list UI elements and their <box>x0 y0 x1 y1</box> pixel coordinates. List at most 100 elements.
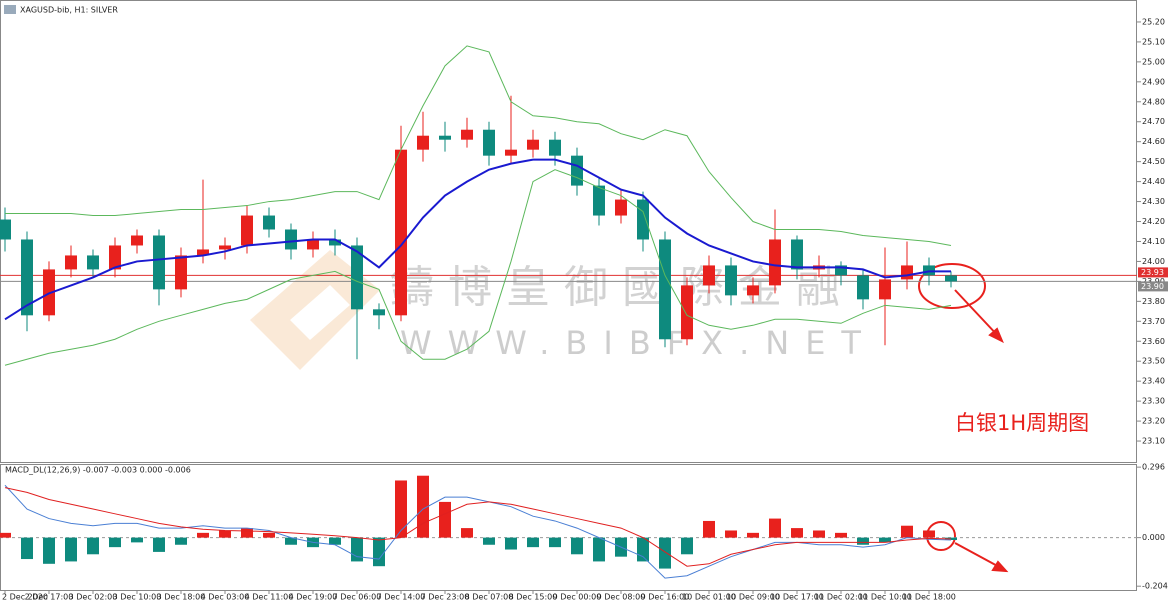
candle-body <box>637 199 649 240</box>
y-tick-label: 24.50 <box>1142 157 1165 166</box>
y-tick-label: 23.40 <box>1142 377 1165 386</box>
line <box>5 45 952 246</box>
candle-body <box>329 239 341 246</box>
x-tick-label: 10 Dec 01:00 <box>682 593 736 602</box>
histogram-bar <box>747 532 759 538</box>
candle-body <box>901 265 913 280</box>
candle-body <box>769 239 781 286</box>
x-tick-label: 11 Dec 10:00 <box>858 593 912 602</box>
y-tick-label: 0.000 <box>1142 533 1165 542</box>
histogram-bar <box>483 537 495 545</box>
x-tick-label: 3 Dec 02:00 <box>69 593 118 602</box>
macd-panel <box>0 464 1137 591</box>
y-tick-label: 24.10 <box>1142 237 1165 246</box>
x-tick-label: 10 Dec 09:00 <box>726 593 780 602</box>
x-tick-label: 2 Dec 2020 <box>2 593 48 602</box>
y-tick-label: 24.30 <box>1142 197 1165 206</box>
histogram-bar <box>813 530 825 538</box>
histogram-bar <box>21 537 33 560</box>
y-tick-label: 25.10 <box>1142 37 1165 46</box>
macd-title: MACD_DL(12,26,9) -0.007 -0.003 0.000 -0.… <box>5 466 191 475</box>
candle-body <box>109 245 121 270</box>
histogram-bar <box>43 537 55 564</box>
x-tick-label: 9 Dec 08:00 <box>597 593 646 602</box>
histogram-bar <box>659 537 671 569</box>
line <box>4 158 951 321</box>
candle-body <box>527 139 539 150</box>
histogram-bar <box>395 480 407 538</box>
histogram-bar <box>901 525 913 538</box>
chart-title: XAGUSD-bib, H1: SILVER <box>20 6 118 15</box>
candle-body <box>593 185 605 216</box>
histogram-bar <box>241 528 253 538</box>
candle-body <box>21 239 33 316</box>
histogram-bar <box>285 537 297 545</box>
candle-body <box>571 155 583 186</box>
x-tick-label: 9 Dec 00:00 <box>553 593 602 602</box>
y-tick-label: 23.30 <box>1142 397 1165 406</box>
candle-body <box>373 309 385 316</box>
candle-body <box>879 279 891 300</box>
histogram-bar <box>263 532 275 538</box>
candle-body <box>725 265 737 296</box>
watermark-logo <box>250 250 380 370</box>
candle-body <box>219 245 231 250</box>
histogram-bar <box>505 537 517 550</box>
candle-body <box>417 135 429 150</box>
candle-body <box>351 245 363 310</box>
candle-body <box>615 199 627 216</box>
y-tick-label: 24.20 <box>1142 217 1165 226</box>
candle-body <box>263 215 275 230</box>
x-tick-label: 11 Dec 18:00 <box>902 593 956 602</box>
candle-body <box>703 265 715 286</box>
x-tick-label: 7 Dec 23:00 <box>421 593 470 602</box>
candle-body <box>65 255 77 270</box>
x-tick-label: 4 Dec 19:00 <box>289 593 338 602</box>
y-tick-label: 24.80 <box>1142 97 1165 106</box>
histogram-bar <box>219 530 231 538</box>
histogram-bar <box>593 537 605 562</box>
x-tick-label: 7 Dec 06:00 <box>333 593 382 602</box>
y-tick-label: 23.80 <box>1142 297 1165 306</box>
x-tick-label: 8 Dec 07:00 <box>465 593 514 602</box>
y-tick-label: 24.00 <box>1142 257 1165 266</box>
x-tick-label: 3 Dec 10:00 <box>113 593 162 602</box>
y-tick-label: 23.70 <box>1142 317 1165 326</box>
histogram-bar <box>109 537 121 548</box>
price-tag-label: 23.90 <box>1141 282 1164 291</box>
watermark: WWW.BIBFX.NET <box>400 324 877 362</box>
price-tag <box>1138 281 1168 292</box>
line <box>4 484 952 579</box>
x-tick-label: 11 Dec 02:00 <box>814 593 868 602</box>
histogram-bar <box>637 537 649 562</box>
histogram-bar <box>857 537 869 545</box>
histogram-bar <box>835 532 847 538</box>
histogram-bar <box>87 537 99 555</box>
candle-body <box>153 235 165 290</box>
histogram-bar <box>571 537 583 555</box>
y-tick-label: 23.10 <box>1142 437 1165 446</box>
icon <box>4 5 16 14</box>
watermark: 鑄 博 皇 御 國 際 金 融 <box>390 262 840 313</box>
candle-body <box>857 275 869 300</box>
histogram-bar <box>791 528 803 538</box>
candle-body <box>945 275 957 282</box>
candle-body <box>175 255 187 290</box>
histogram-bar <box>879 537 891 543</box>
candle-body <box>681 285 693 340</box>
candle-body <box>131 235 143 246</box>
candle-body <box>747 285 759 296</box>
histogram-bar <box>197 532 209 538</box>
histogram-bar <box>351 537 363 562</box>
line <box>4 169 952 366</box>
y-tick-label: 23.50 <box>1142 357 1165 366</box>
y-tick-label: 23.20 <box>1142 417 1165 426</box>
candle-body <box>285 229 297 250</box>
x-tick-label: 10 Dec 17:00 <box>770 593 824 602</box>
x-tick-label: 4 Dec 03:00 <box>201 593 250 602</box>
candle-body <box>791 239 803 270</box>
histogram-bar <box>131 537 143 543</box>
candle-body <box>835 265 847 276</box>
